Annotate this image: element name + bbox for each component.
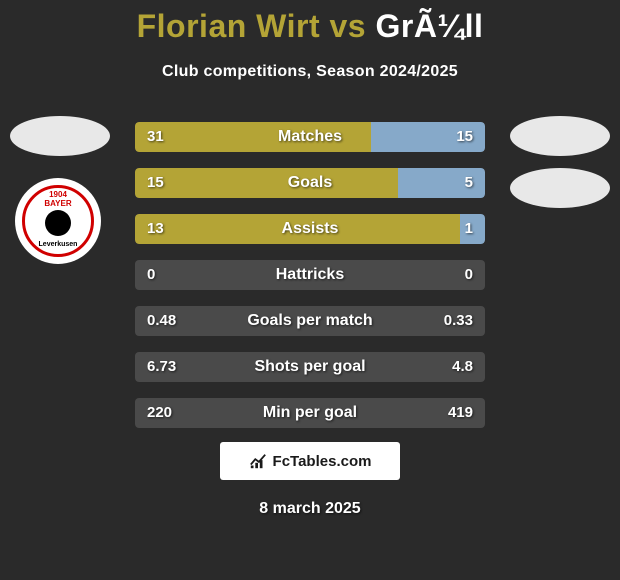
stat-row: 155Goals — [135, 168, 485, 198]
fctables-label: FcTables.com — [273, 453, 372, 470]
club-logo: 1904BAYER Leverkusen — [15, 178, 101, 264]
player1-badge-ellipse — [10, 116, 110, 156]
stat-label: Goals per match — [135, 306, 485, 336]
stat-label: Hattricks — [135, 260, 485, 290]
stat-label: Goals — [135, 168, 485, 198]
player2-badge-ellipse-2 — [510, 168, 610, 208]
club-logo-ball — [45, 210, 71, 236]
club-logo-text: 1904BAYER — [44, 190, 71, 208]
date-label: 8 march 2025 — [0, 500, 620, 518]
player1-name: Florian Wirt — [137, 8, 320, 44]
club-logo-inner: 1904BAYER Leverkusen — [22, 185, 94, 257]
stat-label: Shots per goal — [135, 352, 485, 382]
stat-label: Assists — [135, 214, 485, 244]
vs-label: vs — [329, 8, 366, 44]
stat-bars-container: 3115Matches 155Goals 131Assists 00Hattricks… — [135, 122, 485, 444]
chart-icon — [249, 452, 267, 470]
stat-row: 220419Min per goal — [135, 398, 485, 428]
stat-label: Matches — [135, 122, 485, 152]
club-logo-city: Leverkusen — [39, 241, 78, 248]
stat-row: 3115Matches — [135, 122, 485, 152]
stat-row: 131Assists — [135, 214, 485, 244]
stat-row: 0.480.33Goals per match — [135, 306, 485, 336]
subtitle: Club competitions, Season 2024/2025 — [0, 63, 620, 81]
stat-label: Min per goal — [135, 398, 485, 428]
player2-badge-ellipse-1 — [510, 116, 610, 156]
player2-name: GrÃ¼ll — [375, 8, 483, 44]
stat-row: 00Hattricks — [135, 260, 485, 290]
fctables-badge: FcTables.com — [220, 442, 400, 480]
stat-row: 6.734.8Shots per goal — [135, 352, 485, 382]
page-title: Florian Wirt vs GrÃ¼ll — [0, 0, 620, 45]
